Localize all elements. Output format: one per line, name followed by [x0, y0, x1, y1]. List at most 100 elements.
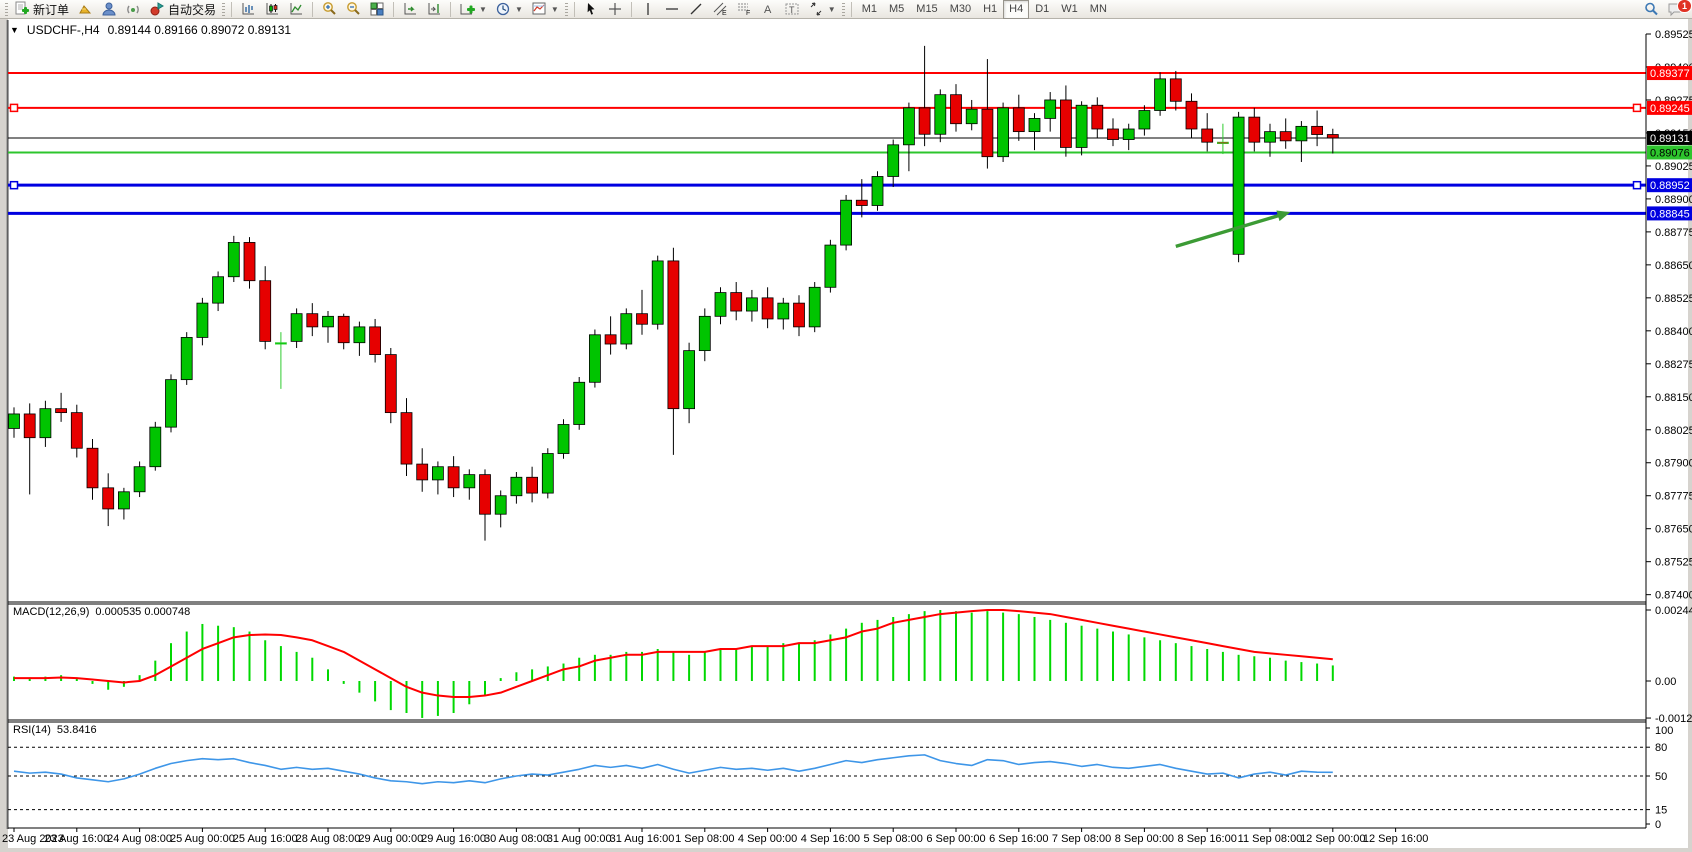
candle: [1044, 99, 1057, 119]
candle: [761, 297, 774, 320]
horizontal-line-icon: [665, 8, 678, 10]
timeframe-m5-button[interactable]: M5: [889, 3, 905, 15]
toolbar-grip[interactable]: [222, 2, 226, 16]
candle: [1279, 131, 1292, 142]
candle: [1028, 118, 1041, 133]
price-label-badge: 0.89131: [1647, 130, 1692, 145]
candle: [39, 408, 52, 439]
candle: [322, 315, 334, 328]
line-handle[interactable]: [1632, 103, 1642, 113]
indicators-button[interactable]: ▼: [455, 0, 491, 19]
timeframe-h1-button[interactable]: H1: [983, 3, 998, 15]
svg-text:0.87525: 0.87525: [1655, 557, 1692, 569]
timeframe-h4-button[interactable]: H4: [1003, 0, 1030, 19]
chart-shift-icon: [428, 3, 441, 15]
line-handle[interactable]: [9, 180, 19, 190]
candle: [620, 313, 633, 345]
candle: [573, 381, 586, 425]
text-label-button[interactable]: T: [780, 0, 804, 19]
svg-text:0.89076: 0.89076: [1650, 147, 1690, 159]
chevron-down-icon: ▼: [479, 4, 487, 14]
tile-windows-button[interactable]: [365, 0, 389, 19]
toolbar-grip[interactable]: [564, 2, 568, 16]
candle: [997, 107, 1009, 158]
horizontal-lines: [8, 72, 1646, 215]
timeframe-w1-button[interactable]: W1: [1061, 3, 1078, 15]
notifications-button[interactable]: 1: [1663, 0, 1692, 18]
candle: [1075, 104, 1088, 148]
window-menu-icon[interactable]: ▼: [10, 25, 19, 35]
svg-text:5 Sep 08:00: 5 Sep 08:00: [864, 833, 923, 845]
svg-text:0.88400: 0.88400: [1655, 326, 1692, 338]
candle: [714, 292, 727, 317]
cursor-icon: [587, 3, 595, 15]
svg-text:0.88025: 0.88025: [1655, 425, 1692, 437]
candle: [557, 424, 570, 454]
cursor-button[interactable]: [579, 0, 603, 19]
rsi-line: [13, 754, 1333, 785]
macd-signal-line: [14, 608, 1333, 699]
candle: [1326, 134, 1339, 139]
templates-button[interactable]: ▼: [527, 0, 563, 19]
zoom-in-button[interactable]: [317, 0, 341, 19]
periods-button[interactable]: ▼: [491, 0, 527, 19]
svg-text:0.88150: 0.88150: [1655, 392, 1692, 404]
zoom-in-icon: [323, 2, 336, 15]
signals-button[interactable]: [121, 0, 145, 19]
chart-shift-button[interactable]: [422, 0, 446, 19]
trendline-button[interactable]: [684, 0, 708, 19]
svg-text:A: A: [764, 4, 772, 16]
horizontal-line-button[interactable]: [660, 0, 684, 19]
line-chart-button[interactable]: [284, 0, 308, 19]
timeframe-m30-button[interactable]: M30: [949, 3, 972, 15]
ohlc-values: 0.89144 0.89166 0.89072 0.89131: [107, 23, 292, 37]
toolbar-grip[interactable]: [5, 2, 8, 16]
signals-icon: [127, 5, 139, 14]
price-label-badge: 0.88845: [1647, 206, 1692, 221]
autotrading-button[interactable]: 自动交易: [145, 0, 220, 19]
equidistant-channel-button[interactable]: E: [708, 0, 732, 19]
price-label-badge: 0.89076: [1647, 145, 1692, 160]
svg-text:0.88775: 0.88775: [1655, 227, 1692, 239]
trend-arrow-annotation[interactable]: [1175, 210, 1291, 249]
toolbar-grip[interactable]: [841, 2, 845, 16]
auto-scroll-button[interactable]: [398, 0, 422, 19]
candle: [463, 474, 476, 489]
svg-text:1 Sep 08:00: 1 Sep 08:00: [675, 833, 734, 845]
svg-text:100: 100: [1655, 725, 1673, 737]
arrows-icon: [810, 2, 822, 16]
indicators-icon: [460, 4, 476, 15]
candlestick-chart-button[interactable]: [260, 0, 284, 19]
candle: [604, 334, 617, 345]
crosshair-button[interactable]: [603, 0, 627, 19]
candle: [118, 491, 130, 510]
bar-chart-button[interactable]: [236, 0, 260, 19]
chart-title: ▼ USDCHF-,H4 0.89144 0.89166 0.89072 0.8…: [10, 23, 291, 37]
macd-indicator-label: MACD(12,26,9) 0.000535 0.000748: [13, 606, 190, 618]
timeframe-mn-button[interactable]: MN: [1089, 3, 1107, 15]
profiles-button[interactable]: [97, 0, 121, 19]
gold-bars-button[interactable]: [73, 0, 97, 19]
svg-text:0.88650: 0.88650: [1655, 260, 1692, 272]
candle: [510, 476, 523, 497]
timeframe-d1-button[interactable]: D1: [1035, 3, 1050, 15]
candle: [777, 302, 790, 320]
line-handle[interactable]: [9, 103, 19, 113]
zoom-out-button[interactable]: [341, 0, 365, 19]
search-button[interactable]: [1639, 0, 1663, 19]
candle: [667, 260, 680, 410]
candle: [243, 242, 256, 282]
line-handle[interactable]: [1632, 180, 1642, 190]
chart-canvas[interactable]: 0.895250.894000.892750.891500.890250.889…: [0, 19, 1692, 852]
timeframe-m15-button[interactable]: M15: [916, 3, 938, 15]
timeframe-m1-button[interactable]: M1: [861, 3, 877, 15]
chart-window[interactable]: 0.895250.894000.892750.891500.890250.889…: [0, 19, 1692, 852]
price-label-badge: 0.88952: [1647, 178, 1692, 193]
arrows-button[interactable]: ▼: [804, 0, 840, 19]
fibonacci-button[interactable]: F: [732, 0, 756, 19]
separator: [850, 1, 852, 17]
text-button[interactable]: A: [756, 0, 780, 19]
vertical-line-button[interactable]: [636, 0, 660, 19]
new-order-button[interactable]: 新订单: [10, 0, 73, 19]
